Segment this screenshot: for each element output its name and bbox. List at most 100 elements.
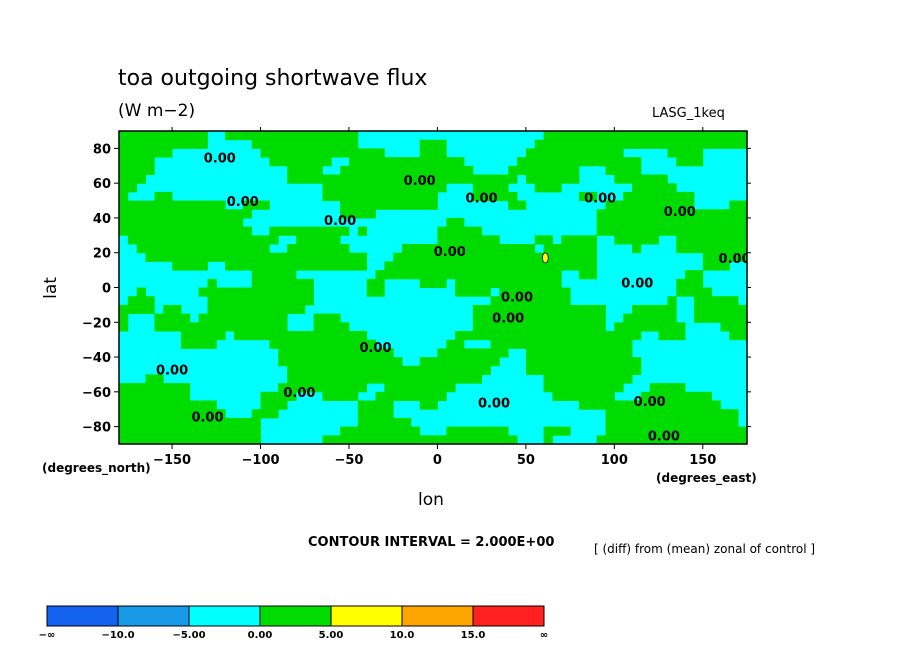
field-cell-positive — [304, 244, 314, 254]
field-cell-positive — [357, 252, 368, 262]
field-cell-positive — [136, 409, 146, 419]
field-cell-positive — [242, 261, 253, 271]
field-cell-positive — [623, 191, 633, 202]
field-cell-positive — [234, 313, 244, 323]
field-cell-positive — [596, 322, 606, 332]
field-cell-positive — [260, 304, 270, 315]
field-cell-positive — [287, 252, 297, 262]
field-cell-positive — [119, 200, 129, 210]
field-cell-positive — [605, 374, 615, 384]
field-cell-positive — [446, 357, 456, 367]
field-cell-positive — [561, 304, 571, 315]
field-cell-positive — [313, 322, 323, 332]
field-cell-positive — [578, 270, 589, 280]
field-cell-positive — [198, 217, 208, 228]
field-cell-positive — [234, 209, 244, 219]
field-cell-positive — [543, 131, 553, 141]
field-cell-positive — [534, 339, 544, 349]
field-cell-positive — [340, 426, 350, 436]
field-cell-positive — [145, 391, 155, 401]
field-cell-positive — [234, 217, 244, 228]
field-cell-positive — [419, 374, 429, 384]
field-cell-positive — [720, 313, 730, 323]
field-cell-positive — [127, 383, 138, 393]
field-cell-positive — [127, 304, 138, 315]
field-cell-positive — [349, 209, 359, 219]
field-cell-positive — [437, 183, 447, 193]
field-cell-positive — [410, 426, 421, 436]
field-cell-positive — [154, 244, 164, 254]
field-cell-positive — [410, 383, 421, 393]
field-cell-positive — [605, 339, 615, 349]
field-cell-positive — [658, 400, 668, 410]
field-cell-positive — [419, 435, 429, 444]
field-cell-positive — [455, 287, 465, 297]
field-cell-positive — [357, 417, 368, 428]
field-cell-positive — [614, 165, 624, 175]
field-cell-positive — [525, 365, 536, 375]
field-cell-positive — [534, 157, 544, 167]
field-cell-positive — [738, 313, 747, 323]
field-cell-positive — [225, 296, 235, 306]
field-cell-positive — [658, 391, 668, 401]
field-cell-positive — [154, 235, 164, 245]
field-cell-positive — [357, 226, 368, 236]
field-cell-positive — [517, 313, 527, 323]
field-cell-positive — [375, 270, 385, 280]
field-cell-positive — [145, 374, 155, 384]
field-cell-positive — [605, 131, 615, 141]
colorbar-label: −10.0 — [101, 630, 134, 641]
field-cell-positive — [349, 331, 359, 341]
field-cell-positive — [234, 417, 244, 428]
field-cell-positive — [464, 426, 474, 436]
field-cell-positive — [632, 209, 642, 219]
field-cell-positive — [543, 383, 553, 393]
field-cell-positive — [304, 374, 314, 384]
field-cell-positive — [295, 261, 306, 271]
field-cell-positive — [225, 322, 235, 332]
field-cell-positive — [163, 409, 173, 419]
field-cell-positive — [331, 339, 341, 349]
field-cell-positive — [207, 244, 217, 254]
field-cell-positive — [145, 131, 155, 141]
field-cell-positive — [517, 287, 527, 297]
field-cell-positive — [640, 417, 651, 428]
field-cell-positive — [340, 365, 350, 375]
field-cell-positive — [693, 139, 704, 149]
field-cell-positive — [543, 139, 553, 149]
field-cell-positive — [455, 157, 465, 167]
contour-label: 0.00 — [621, 277, 653, 292]
field-cell-positive — [552, 391, 562, 401]
field-cell-positive — [623, 435, 633, 444]
field-cell-positive — [623, 235, 633, 245]
field-cell-positive — [623, 313, 633, 323]
field-cell-positive — [366, 174, 376, 184]
field-cell-positive — [561, 357, 571, 367]
field-cell-positive — [189, 322, 200, 332]
field-cell-positive — [375, 148, 385, 158]
field-cell-positive — [561, 331, 571, 341]
field-cell-positive — [738, 244, 747, 254]
field-cell-positive — [587, 304, 598, 315]
contour-label: 0.00 — [492, 311, 524, 326]
field-cell-positive — [322, 174, 332, 184]
field-cell-positive — [499, 331, 509, 341]
field-cell-positive — [251, 304, 261, 315]
field-cell-positive — [490, 174, 500, 184]
field-cell-positive — [180, 200, 191, 210]
field-cell-positive — [198, 409, 208, 419]
field-cell-positive — [375, 157, 385, 167]
field-cell-positive — [729, 435, 739, 444]
field-cell-positive — [189, 252, 200, 262]
x-tick-label: −50 — [334, 453, 363, 468]
field-cell-positive — [349, 148, 359, 158]
field-cell-positive — [234, 322, 244, 332]
field-cell-positive — [490, 313, 500, 323]
field-cell-positive — [242, 252, 253, 262]
field-cell-positive — [543, 261, 553, 271]
field-cell-positive — [357, 200, 368, 210]
field-cell-positive — [278, 400, 288, 410]
field-cell-positive — [428, 148, 438, 158]
field-cell-positive — [711, 296, 721, 306]
field-cell-positive — [517, 244, 527, 254]
